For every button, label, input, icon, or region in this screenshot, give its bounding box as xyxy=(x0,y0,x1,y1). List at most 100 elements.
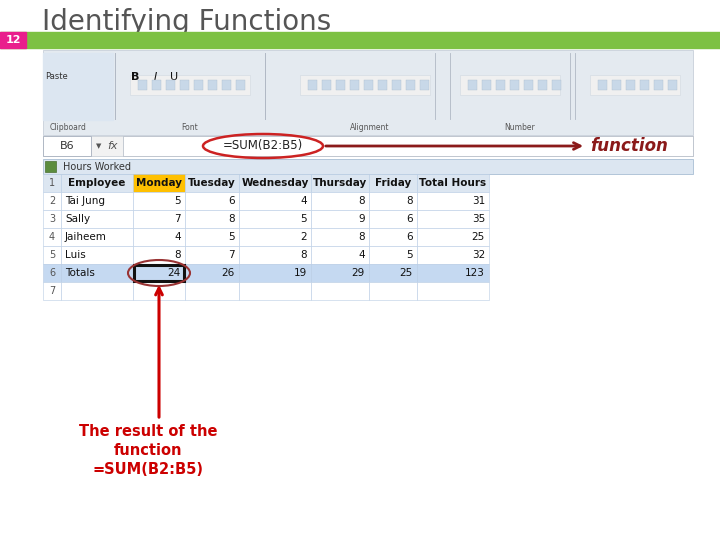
Bar xyxy=(45,161,56,172)
Text: 5: 5 xyxy=(228,232,235,242)
Bar xyxy=(417,228,489,246)
Bar xyxy=(123,136,693,156)
Text: 26: 26 xyxy=(222,268,235,278)
Text: B6: B6 xyxy=(60,141,74,151)
Bar xyxy=(166,80,175,90)
Text: Identifying Functions: Identifying Functions xyxy=(42,8,331,36)
Text: 7: 7 xyxy=(174,214,181,224)
Bar xyxy=(468,80,477,90)
Text: 5: 5 xyxy=(49,250,55,260)
Bar xyxy=(640,80,649,90)
Bar xyxy=(61,264,133,282)
Bar xyxy=(369,192,417,210)
Bar xyxy=(222,80,231,90)
Bar xyxy=(61,210,133,228)
Text: 6: 6 xyxy=(406,232,413,242)
Bar xyxy=(134,265,184,281)
Text: 5: 5 xyxy=(406,250,413,260)
Bar xyxy=(369,228,417,246)
Bar xyxy=(369,174,417,192)
Bar xyxy=(308,80,317,90)
Bar xyxy=(239,264,311,282)
Bar xyxy=(311,264,369,282)
Text: Luis: Luis xyxy=(65,250,86,260)
Bar xyxy=(239,282,311,300)
Text: =SUM(B2:B5): =SUM(B2:B5) xyxy=(223,139,303,152)
Bar xyxy=(311,192,369,210)
Bar xyxy=(43,192,61,210)
Text: 4: 4 xyxy=(174,232,181,242)
Bar xyxy=(417,282,489,300)
Bar xyxy=(311,174,369,192)
Text: 29: 29 xyxy=(352,268,365,278)
Text: B: B xyxy=(131,72,139,82)
Bar xyxy=(524,80,533,90)
Text: Font: Font xyxy=(181,123,199,132)
Bar xyxy=(133,264,185,282)
Bar xyxy=(61,282,133,300)
Text: 8: 8 xyxy=(359,196,365,206)
Bar xyxy=(378,80,387,90)
Bar xyxy=(552,80,561,90)
Text: The result of the
function
=SUM(B2:B5): The result of the function =SUM(B2:B5) xyxy=(78,424,217,477)
Bar xyxy=(152,80,161,90)
Bar xyxy=(236,80,245,90)
Text: 8: 8 xyxy=(300,250,307,260)
Bar xyxy=(133,192,185,210)
Text: 123: 123 xyxy=(465,268,485,278)
Bar xyxy=(496,80,505,90)
Text: 7: 7 xyxy=(228,250,235,260)
Text: Sally: Sally xyxy=(65,214,90,224)
Text: 31: 31 xyxy=(472,196,485,206)
Bar xyxy=(185,282,239,300)
Text: U: U xyxy=(170,72,178,82)
Text: Tuesday: Tuesday xyxy=(188,178,236,188)
Bar xyxy=(590,75,680,95)
Bar xyxy=(350,80,359,90)
Text: 8: 8 xyxy=(228,214,235,224)
Bar xyxy=(138,80,147,90)
Text: 19: 19 xyxy=(294,268,307,278)
Text: Paste: Paste xyxy=(45,72,68,81)
Text: Employee: Employee xyxy=(68,178,126,188)
Text: Total Hours: Total Hours xyxy=(420,178,487,188)
Text: 35: 35 xyxy=(472,214,485,224)
Bar xyxy=(322,80,331,90)
Text: 25: 25 xyxy=(400,268,413,278)
Bar xyxy=(612,80,621,90)
Bar xyxy=(185,264,239,282)
Bar xyxy=(364,80,373,90)
Bar xyxy=(43,282,61,300)
Bar xyxy=(43,136,693,156)
Bar xyxy=(239,228,311,246)
Text: 24: 24 xyxy=(168,268,181,278)
Text: 9: 9 xyxy=(359,214,365,224)
Bar xyxy=(420,80,429,90)
Bar xyxy=(300,75,430,95)
Bar xyxy=(626,80,635,90)
Bar xyxy=(239,246,311,264)
Text: 8: 8 xyxy=(174,250,181,260)
Bar xyxy=(185,192,239,210)
Text: Hours Worked: Hours Worked xyxy=(63,161,131,172)
Text: Tai Jung: Tai Jung xyxy=(65,196,105,206)
Text: fx: fx xyxy=(108,141,118,151)
Bar xyxy=(0,32,26,48)
Text: 5: 5 xyxy=(174,196,181,206)
Bar xyxy=(510,80,519,90)
Text: Friday: Friday xyxy=(375,178,411,188)
Bar xyxy=(369,264,417,282)
Bar xyxy=(369,210,417,228)
Bar xyxy=(598,80,607,90)
Text: Thursday: Thursday xyxy=(313,178,367,188)
Bar xyxy=(311,228,369,246)
Text: Alignment: Alignment xyxy=(350,123,390,132)
Bar xyxy=(133,228,185,246)
Bar xyxy=(43,246,61,264)
Bar xyxy=(133,246,185,264)
Text: 7: 7 xyxy=(49,286,55,296)
Bar xyxy=(208,80,217,90)
Bar xyxy=(0,32,720,48)
Text: 25: 25 xyxy=(472,232,485,242)
Text: 8: 8 xyxy=(406,196,413,206)
